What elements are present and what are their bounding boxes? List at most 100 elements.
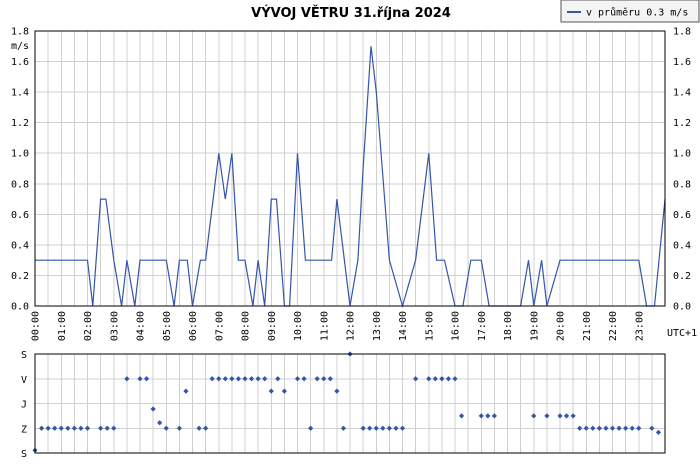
direction-point [321, 376, 327, 382]
direction-point [196, 425, 202, 431]
direction-point [235, 376, 242, 382]
time-x-tick-label: 20:00 [556, 311, 567, 341]
direction-point [596, 425, 602, 431]
speed-y-tick-label: 0.8 [11, 179, 29, 190]
direction-point [275, 376, 281, 382]
direction-point [636, 425, 642, 431]
speed-y-tick-label: 0.0 [11, 302, 29, 313]
chart-title: VÝVOJ VĚTRU 31.října 2024 [251, 5, 451, 21]
direction-point [176, 425, 182, 431]
legend-box [560, 0, 700, 23]
direction-point [544, 413, 550, 419]
direction-point [294, 376, 301, 382]
direction-point [38, 425, 45, 431]
direction-point [183, 388, 189, 394]
direction-point [478, 413, 484, 419]
direction-point [78, 425, 84, 431]
direction-point [308, 425, 314, 431]
time-x-tick-label: 23:00 [634, 311, 645, 341]
direction-point [334, 388, 340, 394]
direction-point [649, 425, 655, 431]
time-x-tick-label: 18:00 [503, 311, 514, 341]
time-x-tick-label: 16:00 [451, 311, 462, 341]
direction-point [157, 420, 163, 426]
direction-point [84, 425, 91, 431]
time-x-tick-label: 13:00 [372, 311, 383, 341]
direction-point [439, 376, 445, 382]
direction-point [242, 376, 248, 382]
direction-point [301, 376, 307, 382]
time-x-tick-label: 04:00 [136, 311, 147, 341]
speed-y-tick-label-right: 1.2 [673, 118, 691, 129]
direction-point [563, 413, 570, 419]
direction-point [485, 413, 491, 419]
direction-y-ticks: S V J Z S [21, 350, 27, 460]
time-x-tick-label: 14:00 [398, 311, 409, 341]
direction-point [137, 376, 143, 382]
time-x-tick-label: 06:00 [188, 311, 199, 341]
direction-point [222, 376, 228, 382]
speed-series [35, 46, 666, 309]
speed-series-line [35, 46, 666, 309]
time-x-tick-label: 15:00 [424, 311, 435, 341]
direction-point [45, 425, 51, 431]
direction-point [209, 376, 215, 382]
time-x-tick-label: 08:00 [241, 311, 252, 341]
direction-point [340, 425, 347, 431]
direction-point [603, 425, 609, 431]
y-axis-unit: m/s [11, 41, 29, 52]
direction-point [52, 425, 58, 431]
time-x-tick-label: 22:00 [608, 311, 619, 341]
direction-point [570, 413, 576, 419]
legend: v průměru 0.3 m/s [560, 0, 700, 23]
direction-point [124, 376, 130, 382]
direction-point [616, 425, 622, 431]
direction-point [380, 425, 386, 431]
direction-point [413, 376, 419, 382]
time-x-tick-label: 03:00 [109, 311, 120, 341]
speed-y-tick-label: 0.6 [11, 210, 29, 221]
direction-point [58, 425, 64, 431]
direction-point [491, 413, 497, 419]
direction-point [281, 388, 287, 394]
direction-plot-frame [34, 353, 666, 454]
speed-y-tick-label-right: 0.0 [673, 302, 691, 313]
direction-point [255, 376, 261, 382]
speed-y-tick-label-right: 1.4 [673, 88, 691, 99]
direction-y-tick-label: J [21, 400, 27, 411]
speed-y-tick-label: 1.4 [11, 88, 29, 99]
direction-point [445, 376, 452, 382]
speed-y-tick-label: 1.8 [11, 27, 29, 38]
direction-point [268, 388, 274, 394]
speed-y-tick-label-right: 1.8 [673, 27, 691, 38]
speed-y-tick-label: 0.2 [11, 271, 29, 282]
direction-point [248, 376, 255, 382]
direction-point [426, 376, 432, 382]
speed-y-tick-label: 1.6 [11, 57, 29, 68]
direction-point [360, 425, 366, 431]
speed-y-tick-label-right: 1.0 [673, 149, 691, 160]
direction-point [163, 425, 169, 431]
direction-y-tick-label: Z [21, 424, 27, 435]
time-x-ticks: 00:00 01:00 02:00 03:00 04:00 05:00 06:00 07:00… [31, 311, 646, 341]
direction-point [150, 406, 156, 412]
direction-point [229, 376, 235, 382]
direction-point [262, 376, 268, 382]
direction-point [452, 376, 458, 382]
time-x-tick-label: 02:00 [83, 311, 94, 341]
direction-point [623, 425, 629, 431]
direction-point [655, 429, 662, 435]
direction-y-tick-label: S [21, 449, 27, 460]
direction-point [609, 425, 616, 431]
direction-point [327, 376, 333, 382]
direction-point [531, 413, 537, 419]
speed-plot-frame [34, 30, 666, 307]
direction-point [629, 425, 635, 431]
direction-point [458, 413, 465, 419]
direction-point [557, 413, 563, 419]
time-x-tick-label: 11:00 [319, 311, 330, 341]
direction-y-tick-label: V [21, 375, 27, 386]
time-x-tick-label: 09:00 [267, 311, 278, 341]
direction-point [111, 425, 117, 431]
